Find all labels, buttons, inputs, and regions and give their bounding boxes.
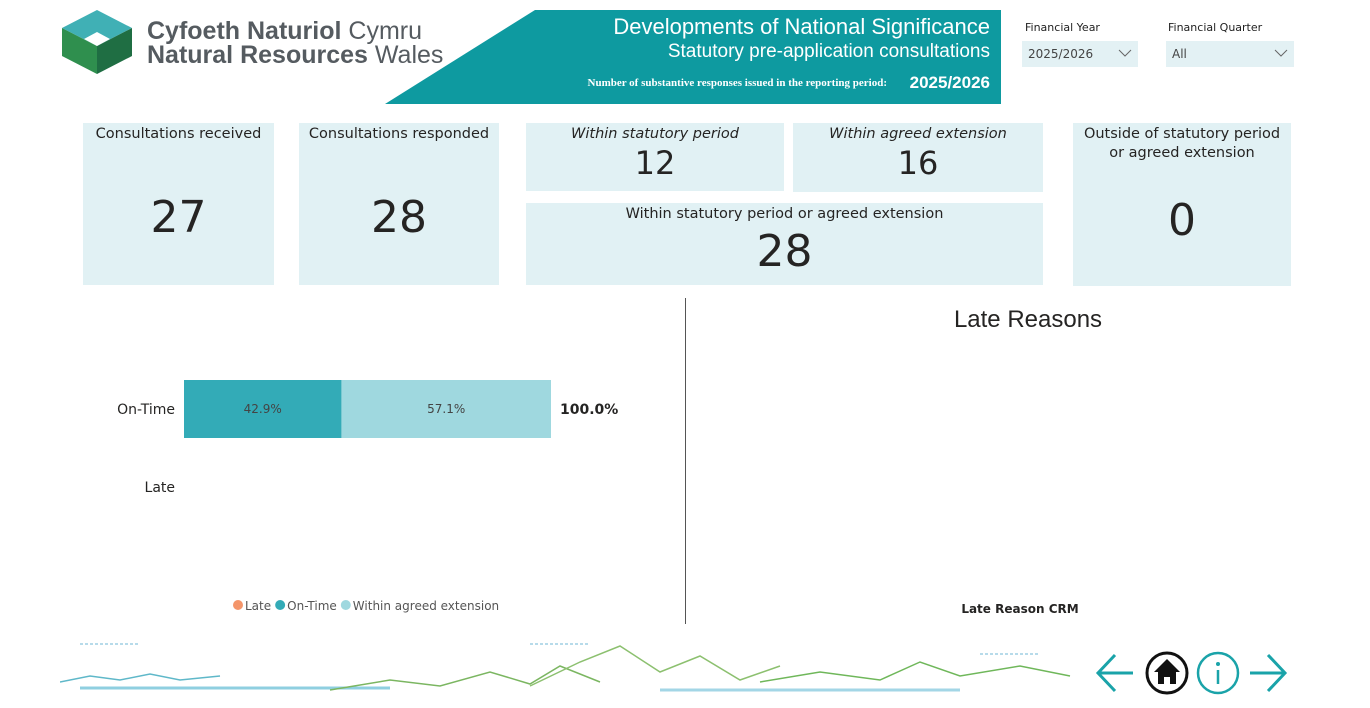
card-label: Consultations received: [83, 125, 274, 144]
card-label: Outside of statutory period or agreed ex…: [1073, 125, 1291, 163]
landscape-illustration: [60, 636, 1090, 702]
legend-label: On-Time: [287, 599, 337, 613]
dashboard: Cyfoeth Naturiol Cymru Natural Resources…: [0, 0, 1370, 708]
total-label: 100.0%: [560, 402, 618, 418]
kpi-card: Consultations received 27: [83, 123, 274, 285]
kpi-card: Within statutory period or agreed extens…: [526, 203, 1043, 285]
back-button[interactable]: [1095, 650, 1135, 696]
kpi-card: Consultations responded 28: [299, 123, 499, 285]
data-label: 57.1%: [427, 402, 465, 416]
divider: [685, 298, 686, 624]
card-value: 27: [83, 192, 274, 243]
dropdown-chevron: [1118, 49, 1132, 58]
card-label: Consultations responded: [299, 125, 499, 144]
legend-marker: [341, 600, 351, 610]
data-label: 42.9%: [244, 402, 282, 416]
filter-dropdown[interactable]: 2025/2026: [1022, 41, 1138, 67]
late-reasons-title: Late Reasons: [880, 306, 1176, 334]
filter-value: 2025/2026: [1028, 47, 1093, 61]
stacked-bar-chart: On-Time 42.9% 57.1% 100.0% Late Late On-Time Wi…: [0, 298, 684, 624]
legend-marker: [275, 600, 285, 610]
banner-period-label: Number of substantive responses issued i…: [588, 77, 887, 89]
banner-title: Developments of National Significance: [613, 14, 990, 40]
card-value: 0: [1073, 195, 1291, 246]
card-label: Within statutory period or agreed extens…: [526, 205, 1043, 224]
logo-text-welsh: Cyfoeth Naturiol Cymru: [147, 19, 422, 43]
banner-subtitle: Statutory pre-application consultations: [668, 41, 990, 63]
filter-dropdown[interactable]: All: [1166, 41, 1294, 67]
logo-english-bold: Natural Resources: [147, 41, 368, 69]
late-reasons-x-label: Late Reason CRM: [920, 602, 1120, 616]
legend-label: Within agreed extension: [353, 599, 499, 613]
card-value: 28: [299, 192, 499, 243]
logo-mark: [60, 8, 134, 78]
card-label: Within agreed extension: [793, 125, 1043, 144]
kpi-card: Within agreed extension 16: [793, 123, 1043, 192]
filter-label: Financial Year: [1025, 21, 1100, 34]
home-button[interactable]: [1144, 650, 1190, 696]
y-tick-label: On-Time: [117, 402, 175, 418]
card-label: Within statutory period: [526, 125, 784, 144]
filter-value: All: [1172, 47, 1187, 61]
card-value: 28: [526, 226, 1043, 277]
y-tick-label: Late: [145, 480, 175, 496]
legend-label: Late: [245, 599, 271, 613]
next-button[interactable]: [1248, 650, 1288, 696]
kpi-card: Outside of statutory period or agreed ex…: [1073, 123, 1291, 286]
dropdown-chevron: [1274, 49, 1288, 58]
filter-label: Financial Quarter: [1168, 21, 1262, 34]
card-value: 12: [526, 144, 784, 182]
card-value: 16: [793, 144, 1043, 182]
legend-marker: [233, 600, 243, 610]
banner-period: 2025/2026: [910, 73, 990, 93]
kpi-card: Within statutory period 12: [526, 123, 784, 191]
info-button[interactable]: [1195, 650, 1241, 696]
